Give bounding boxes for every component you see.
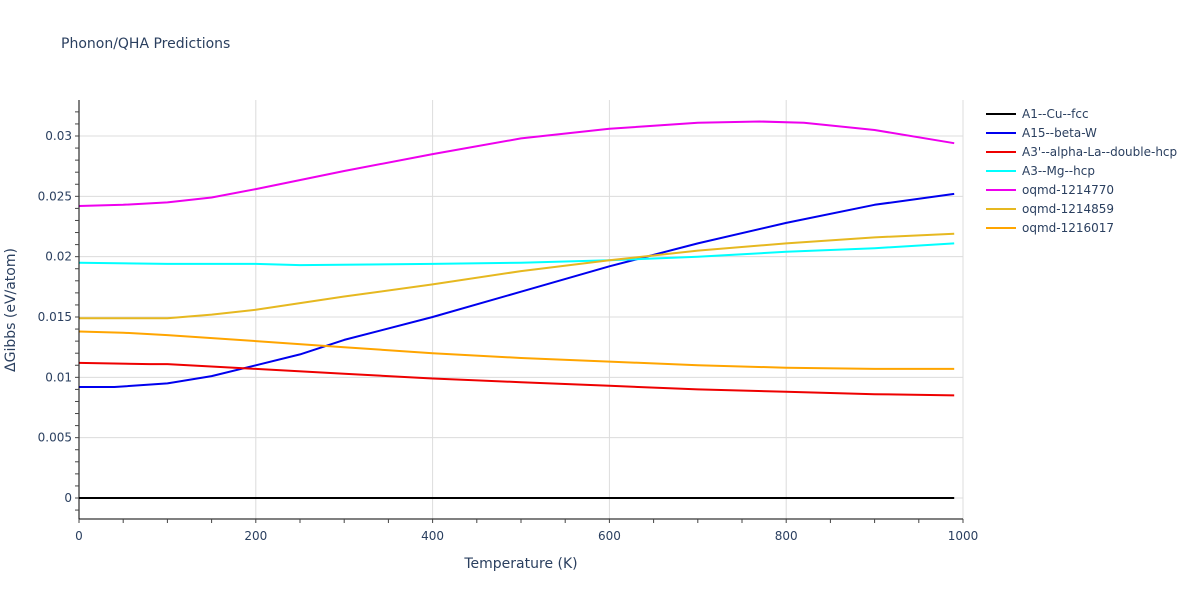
- trace-oqmd-1216017[interactable]: [78, 330, 955, 370]
- legend-label: A1--Cu--fcc: [1022, 106, 1089, 121]
- x-tick-label: 400: [421, 529, 444, 543]
- chart-title: Phonon/QHA Predictions: [61, 36, 231, 52]
- y-tick-label: 0.02: [45, 250, 72, 264]
- x-tick-label: 600: [598, 529, 621, 543]
- y-tick-label: 0.005: [38, 431, 72, 445]
- x-tick-label: 800: [775, 529, 798, 543]
- legend-line-icon: [986, 188, 1016, 191]
- trace-a15-beta-w[interactable]: [79, 192, 955, 388]
- axes: 0 0.005 0.01 0.015 0.02 0.025 0.03 0 200 400 600 80…: [38, 100, 979, 543]
- legend-item[interactable]: A3'--alpha-La--double-hcp: [984, 142, 1177, 161]
- legend-label: oqmd-1216017: [1022, 220, 1115, 235]
- legend-line-icon: [986, 226, 1016, 229]
- legend-label: oqmd-1214770: [1022, 182, 1115, 197]
- trace-oqmd-1214770[interactable]: [78, 120, 955, 207]
- legend-item[interactable]: A1--Cu--fcc: [984, 104, 1177, 123]
- y-tick-label: 0.025: [38, 189, 72, 203]
- y-tick-label: 0.03: [45, 129, 72, 143]
- legend-item[interactable]: A3--Mg--hcp: [984, 161, 1177, 180]
- trace-a3-mg-hcp[interactable]: [78, 242, 955, 267]
- y-tick-label: 0.01: [45, 370, 72, 384]
- x-tick-label: 0: [75, 529, 83, 543]
- legend-label: A3'--alpha-La--double-hcp: [1022, 144, 1178, 159]
- x-axis-title: Temperature (K): [463, 556, 577, 572]
- x-tick-label: 1000: [948, 529, 979, 543]
- legend-label: A3--Mg--hcp: [1022, 163, 1095, 178]
- gridlines: [79, 100, 964, 519]
- legend-item[interactable]: oqmd-1214859: [984, 199, 1177, 218]
- traces: [78, 120, 955, 499]
- y-axis-title: ΔGibbs (eV/atom): [3, 248, 19, 372]
- legend-line-icon: [986, 150, 1016, 153]
- legend-item[interactable]: A15--beta-W: [984, 123, 1177, 142]
- y-tick-label: 0.015: [38, 310, 72, 324]
- legend: A1--Cu--fcc A15--beta-W A3'--alpha-La--dou…: [984, 104, 1177, 237]
- trace-a3-alpha-la-double-hcp[interactable]: [78, 361, 955, 397]
- legend-line-icon: [986, 207, 1016, 210]
- legend-item[interactable]: oqmd-1216017: [984, 218, 1177, 237]
- y-tick-label: 0: [64, 491, 72, 505]
- trace-oqmd-1214859[interactable]: [79, 232, 955, 320]
- legend-item[interactable]: oqmd-1214770: [984, 180, 1177, 199]
- legend-line-icon: [986, 131, 1016, 134]
- legend-line-icon: [986, 112, 1016, 115]
- legend-label: A15--beta-W: [1022, 125, 1097, 140]
- legend-label: oqmd-1214859: [1022, 201, 1115, 216]
- legend-line-icon: [986, 169, 1016, 172]
- x-tick-label: 200: [244, 529, 267, 543]
